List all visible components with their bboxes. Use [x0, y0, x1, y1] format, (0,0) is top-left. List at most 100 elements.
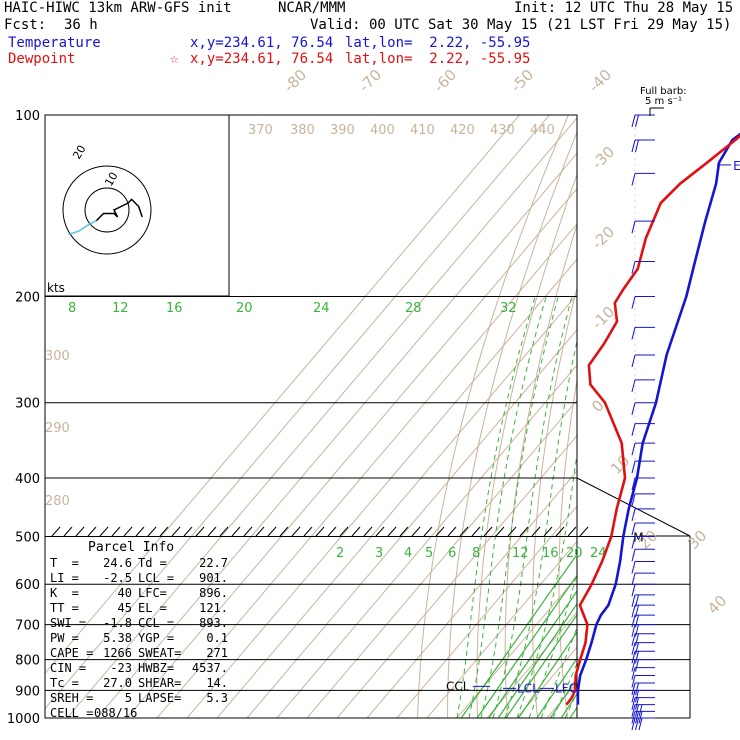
wind-barb-flag	[631, 633, 636, 646]
hatch-mark	[579, 526, 589, 537]
hatch-mark	[339, 526, 349, 537]
wind-barb-flag	[631, 594, 636, 608]
dry-adiabat-line	[701, 115, 740, 718]
wind-barb-flag	[635, 659, 639, 672]
level-label: LCL	[517, 681, 539, 695]
isotherm-label: -50	[507, 66, 537, 96]
isotherm-line	[186, 258, 577, 718]
isotherm-line	[607, 115, 740, 718]
parcel-param-label: T =	[50, 556, 79, 570]
wind-barb-flag	[631, 139, 636, 153]
isotherm-line	[486, 611, 577, 718]
parcel-param-value: 088/16	[94, 706, 138, 720]
wind-barb-flag	[638, 711, 643, 724]
hatch-mark	[423, 526, 433, 537]
parcel-param-label: Td =	[138, 556, 167, 570]
wind-barb-flag	[631, 561, 636, 574]
parcel-param-label: SWEAT=	[138, 646, 182, 660]
mixing-ratio-line	[569, 706, 577, 718]
mixing-ratio-label: 2	[336, 546, 344, 561]
hatch-mark	[111, 526, 121, 537]
parcel-param-value: 40	[117, 586, 132, 600]
dry-adiabat-line	[447, 130, 577, 718]
wind-barb-flag	[635, 682, 639, 696]
pressure-tick-label: 500	[15, 530, 40, 545]
isotherm-line	[96, 152, 577, 718]
wind-barb-flag	[631, 477, 636, 491]
dry-adiabat-line	[417, 115, 569, 718]
hodograph-trace-low	[68, 219, 97, 236]
parcel-info-row: T = 24.6 Td = 22.7	[50, 556, 228, 571]
wind-barb-flag	[631, 536, 636, 549]
parcel-param-value: -1.8	[103, 616, 132, 630]
org-label: NCAR/MMM	[278, 0, 346, 16]
dry-adiabat-line	[633, 115, 692, 718]
wind-barb-flag	[631, 423, 636, 436]
parcel-param-value: 901.	[199, 571, 228, 585]
pressure-tick-label: 800	[15, 654, 40, 669]
moist-adiabat-line	[528, 570, 577, 718]
parcel-param-value: 5.38	[103, 631, 132, 645]
dry-adiabat-line	[476, 172, 577, 718]
parcel-param-value: 271	[206, 646, 228, 660]
theta-label: 280	[45, 494, 70, 509]
wind-barb-flag	[631, 697, 636, 710]
mixing-ratio-label: 32	[500, 301, 517, 316]
parcel-param-label: LCL =	[138, 571, 175, 585]
hatch-mark	[447, 526, 457, 537]
mixing-ratio-line	[460, 553, 577, 718]
parcel-info-row: SREH = 5 LAPSE= 5.3	[50, 691, 228, 706]
parcel-param-value: 14.	[206, 676, 228, 690]
hatch-mark	[459, 526, 469, 537]
barb-legend-line1: Full barb:	[640, 86, 687, 97]
parcel-param-value: 45	[117, 601, 132, 615]
isotherm-line	[216, 293, 577, 718]
dewpoint-label: Dewpoint	[8, 51, 76, 67]
theta-label: 390	[330, 123, 355, 138]
mixing-ratio-label: 3	[375, 546, 383, 561]
wind-barb-flag	[631, 584, 636, 597]
hatch-mark	[519, 526, 529, 537]
init-time: Init: 12 UTC Thu 28 May 15	[514, 0, 734, 16]
dry-adiabat-line	[722, 115, 740, 718]
parcel-param-label: Tc =	[50, 676, 79, 690]
parcel-param-label: HWBZ=	[138, 661, 175, 675]
mixing-ratio-line	[505, 613, 577, 718]
theta-label: 430	[490, 123, 515, 138]
temperature-trace	[576, 132, 740, 705]
theta-label: 420	[450, 123, 475, 138]
temperature-label: Temperature	[8, 35, 101, 51]
mixing-ratio-label: 24	[313, 301, 330, 316]
wind-barb-flag	[631, 522, 636, 536]
isotherm-label: 40	[704, 592, 730, 618]
fcst-value: 36 h	[64, 17, 98, 33]
wind-barb-flag	[631, 261, 636, 274]
isotherm-label: -60	[430, 66, 460, 96]
isotherm-line	[276, 364, 577, 718]
parcel-param-label: CAPE =	[50, 646, 94, 660]
mixing-ratio-label: 6	[448, 546, 456, 561]
sounding-traces: EL M CCL LCL LFC	[446, 132, 740, 706]
parcel-param-value: 121.	[199, 601, 228, 615]
pressure-tick-label: 1000	[7, 712, 40, 727]
parcel-param-value: 896.	[199, 586, 228, 600]
hodograph-unit: kts	[47, 281, 65, 295]
wind-barb-flag	[631, 682, 636, 696]
parcel-param-value: 27.0	[103, 676, 132, 690]
parcel-info-row: LI = -2.5 LCL = 901.	[50, 571, 228, 586]
hatch-mark	[495, 526, 505, 537]
hatch-mark	[327, 526, 337, 537]
parcel-info-row: CIN = -23 HWBZ= 4537.	[50, 661, 228, 676]
isotherm-label: 0	[588, 396, 607, 415]
mixing-ratio-line	[549, 677, 577, 718]
theta-label: 370	[248, 123, 273, 138]
hodograph-trace	[95, 198, 143, 222]
wind-barb-flag	[631, 402, 636, 415]
wind-barb-flag	[631, 549, 636, 562]
hatch-mark	[219, 526, 229, 537]
hodograph: 10 20 kts	[44, 114, 230, 297]
dry-adiabat-lines	[417, 115, 740, 718]
hatch-mark	[51, 526, 61, 537]
wind-barb-flag	[635, 614, 639, 628]
